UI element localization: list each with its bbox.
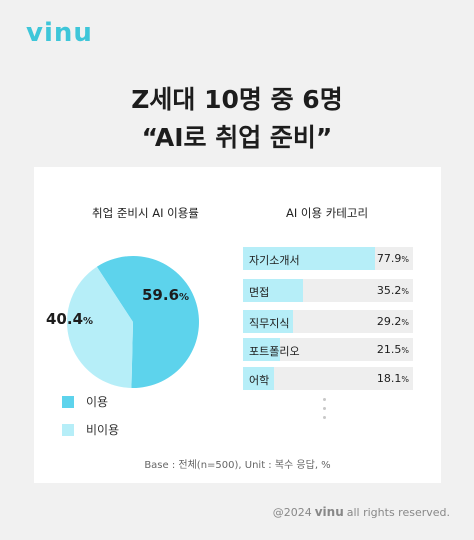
pie-value-use-unit: % [179, 292, 190, 303]
bar-row: 면접 35.2% [243, 279, 413, 302]
bar-category-label: 어학 [249, 374, 270, 387]
bar-row: 어학 18.1% [243, 367, 413, 390]
bar-value-number: 29.2 [376, 315, 402, 328]
bar-category-label: 자기소개서 [249, 254, 300, 267]
legend-label-use: 이용 [86, 395, 109, 409]
footer-suffix: all rights reserved. [346, 505, 450, 519]
legend-swatch-non-use [62, 423, 74, 436]
bar-category-label: 포트폴리오 [249, 345, 300, 358]
legend-item-non-use: 비이용 [62, 421, 119, 438]
bar-fill [243, 247, 376, 270]
bar-chart-title: AI 이용 카테고리 [286, 206, 369, 220]
bar-value-label: 29.2% [377, 315, 409, 328]
bar-category-label: 면접 [249, 286, 270, 299]
legend-label-non-use: 비이용 [86, 423, 120, 437]
bar-row: 포트폴리오 21.5% [243, 338, 413, 361]
bar-value-label: 35.2% [377, 284, 409, 297]
pie-value-use-number: 59.6 [142, 286, 180, 304]
bar-value-unit: % [401, 375, 409, 384]
bar-row: 직무지식 29.2% [243, 310, 413, 333]
bar-value-number: 77.9 [376, 252, 402, 265]
base-note: Base : 전체(n=500), Unit : 복수 응답, % [144, 460, 331, 471]
legend-swatch-use [62, 395, 74, 408]
footer-copyright: @2024 vinu all rights reserved. [273, 505, 450, 519]
bar-value-label: 77.9% [377, 252, 409, 265]
bar-value-unit: % [401, 346, 409, 355]
pie-value-use: 59.6% [142, 286, 189, 304]
more-dots [323, 398, 326, 425]
bar-value-label: 21.5% [377, 343, 409, 356]
bar-value-number: 35.2 [376, 284, 402, 297]
bar-fill [243, 279, 303, 302]
bar-value-unit: % [401, 287, 409, 296]
pie-value-non-use-unit: % [83, 316, 94, 327]
pie-chart [66, 255, 199, 388]
footer-prefix: @2024 [272, 505, 312, 519]
chart-card: 취업 준비시 AI 이용률 AI 이용 카테고리 59.6% 40.4% 이용 … [34, 167, 441, 483]
bar-value-number: 21.5 [376, 343, 402, 356]
pie-value-non-use: 40.4% [46, 310, 93, 328]
legend-item-use: 이용 [62, 393, 108, 410]
bar-value-unit: % [401, 318, 409, 327]
bar-value-number: 18.1 [376, 372, 402, 385]
pie-chart-title: 취업 준비시 AI 이용률 [92, 206, 199, 220]
headline-line-2: “AI로 취업 준비” [141, 123, 333, 152]
bar-category-label: 직무지식 [249, 317, 290, 330]
bar-row: 자기소개서 77.9% [243, 247, 413, 270]
bar-fill [243, 367, 274, 390]
pie-slice-use [96, 255, 199, 388]
pie-slice-non-use [66, 266, 133, 388]
footer-brand: vinu [314, 505, 344, 519]
bar-fill [243, 338, 280, 361]
headline-line-1: Z세대 10명 중 6명 [131, 85, 343, 114]
bar-fill [243, 310, 293, 333]
vinu-logo: vinu [26, 18, 93, 48]
pie-value-non-use-number: 40.4 [46, 310, 84, 328]
bar-value-label: 18.1% [377, 372, 409, 385]
bar-value-unit: % [401, 255, 409, 264]
